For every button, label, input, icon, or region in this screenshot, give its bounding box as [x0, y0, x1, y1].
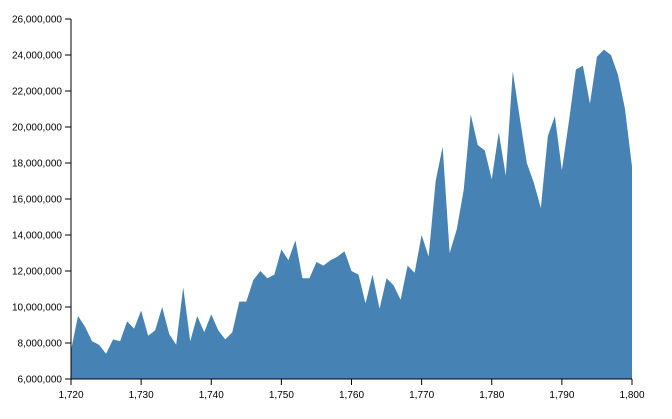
x-tick-label: 1,740	[199, 390, 224, 401]
x-tick-label: 1,790	[549, 390, 574, 401]
y-tick-label: 14,000,000	[12, 231, 62, 242]
x-tick-label: 1,800	[619, 390, 644, 401]
y-tick-label: 8,000,000	[18, 339, 63, 350]
x-tick-label: 1,760	[339, 390, 364, 401]
x-tick-label: 1,780	[479, 390, 504, 401]
y-tick-label: 10,000,000	[12, 303, 62, 314]
area	[71, 49, 632, 379]
plot	[71, 49, 632, 379]
y-tick-label: 24,000,000	[12, 51, 62, 62]
x-tick-label: 1,720	[58, 390, 83, 401]
x-tick-label: 1,750	[269, 390, 294, 401]
y-tick-label: 20,000,000	[12, 123, 62, 134]
x-tick-label: 1,730	[129, 390, 154, 401]
x-tick-label: 1,770	[409, 390, 434, 401]
y-tick-label: 18,000,000	[12, 159, 62, 170]
y-tick-label: 16,000,000	[12, 195, 62, 206]
y-tick-label: 26,000,000	[12, 15, 62, 26]
y-tick-label: 6,000,000	[18, 375, 63, 386]
y-tick-label: 22,000,000	[12, 87, 62, 98]
y-tick-label: 12,000,000	[12, 267, 62, 278]
